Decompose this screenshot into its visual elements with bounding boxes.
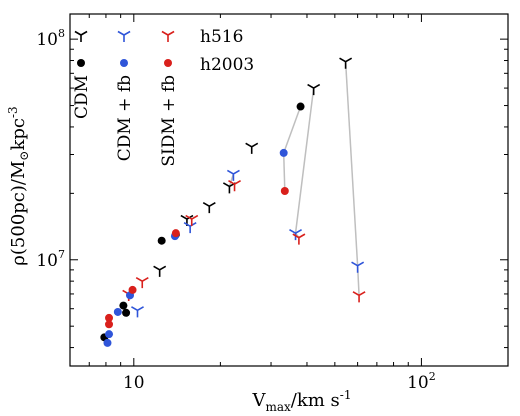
- y-tick-label: 108: [36, 27, 65, 50]
- plot-frame: [69, 13, 509, 367]
- point-h2003-sidm-fb: [280, 186, 289, 195]
- y-tick-label: 107: [36, 248, 65, 271]
- x-axis-label-main: V: [251, 390, 266, 411]
- connector-line: [294, 87, 315, 234]
- point-h516-sidm-fb: [352, 291, 366, 303]
- x-tick-label: 102: [407, 370, 436, 393]
- point-h516-sidm-fb: [228, 180, 242, 192]
- point-h2003-cdm-fb: [103, 338, 112, 347]
- point-h2003-cdm-fb: [105, 330, 114, 339]
- point-h2003-sidm-fb: [105, 320, 114, 329]
- axes: [69, 13, 509, 367]
- connector-line: [282, 152, 286, 192]
- point-h516-cdm-fb: [183, 221, 197, 234]
- legend-marker-h2003-cdm-fb: [120, 59, 128, 67]
- legend-label-h2003: h2003: [200, 55, 254, 75]
- tick-labels: 10 102 107 108: [36, 27, 435, 393]
- connector-line: [344, 61, 359, 266]
- legend-model-label-sidm-fb: SIDM + fb: [159, 75, 179, 167]
- connector-lines: [228, 61, 360, 296]
- point-h2003-cdm: [157, 236, 166, 245]
- point-h516-cdm-fb: [131, 306, 144, 318]
- legend-marker-h516-cdm-fb: [117, 30, 131, 42]
- point-h516-sidm-fb: [292, 233, 306, 245]
- y-axis-label-sun: ⊙: [17, 151, 31, 161]
- point-h516-cdm-fb: [289, 228, 302, 241]
- y-axis-label: ρ(500pc)/M⊙kpc-3: [6, 106, 31, 265]
- x-axis-label-sub: max: [265, 400, 291, 414]
- point-h2003-sidm-fb: [105, 313, 114, 322]
- point-h2003-cdm: [122, 308, 131, 317]
- x-axis-label-unit-sup: -1: [340, 388, 352, 402]
- point-h2003-cdm: [119, 301, 128, 310]
- point-h2003-cdm-fb: [279, 148, 288, 157]
- legend-marker-h2003-sidm-fb: [164, 59, 172, 67]
- point-h516-cdm: [307, 83, 321, 96]
- point-h516-cdm: [245, 142, 259, 154]
- point-h516-cdm: [153, 265, 167, 277]
- point-h2003-sidm-fb: [171, 229, 180, 238]
- y-axis-label-unit-sup: -3: [6, 106, 20, 118]
- data-marks: [100, 57, 366, 347]
- legend: CDM CDM + fb SIDM + fb h516 h2003: [72, 27, 254, 167]
- x-axis-label: Vmax/km s-1: [251, 388, 351, 414]
- legend-marker-h2003-cdm: [77, 59, 85, 67]
- y-axis-label-main: ρ(500pc)/M: [8, 161, 29, 266]
- connector-line: [282, 106, 302, 154]
- legend-marker-h516-sidm-fb: [161, 30, 175, 42]
- point-h516-sidm-fb: [135, 276, 149, 289]
- point-h516-sidm-fb: [185, 214, 199, 227]
- x-axis-label-unit: /km s: [291, 390, 340, 411]
- legend-label-h516: h516: [200, 27, 243, 47]
- point-h2003-cdm-fb: [113, 307, 122, 316]
- point-h516-cdm-fb: [351, 261, 365, 273]
- legend-model-label-cdm: CDM: [72, 75, 92, 119]
- legend-marker-h516-cdm: [74, 30, 88, 42]
- legend-model-label-cdm-fb: CDM + fb: [115, 75, 135, 161]
- point-h516-cdm: [202, 201, 216, 214]
- point-h516-cdm: [339, 57, 353, 69]
- x-tick-label: 10: [123, 373, 145, 393]
- point-h2003-sidm-fb: [128, 285, 137, 294]
- point-h516-cdm-fb: [226, 169, 240, 181]
- y-axis-label-unit: kpc: [8, 118, 29, 151]
- point-h2003-cdm: [296, 102, 305, 111]
